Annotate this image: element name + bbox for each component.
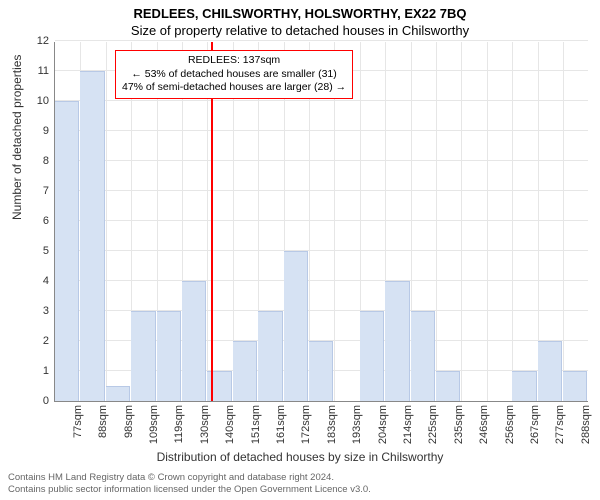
bar	[55, 101, 79, 401]
x-tick-label: 214sqm	[402, 405, 414, 444]
y-tick-label: 7	[43, 185, 49, 197]
y-tick-label: 5	[43, 245, 49, 257]
gridline-vertical	[436, 42, 437, 401]
y-tick-label: 11	[38, 65, 49, 77]
x-tick-label: 98sqm	[123, 405, 135, 438]
gridline-horizontal	[55, 100, 588, 101]
annotation-box: REDLEES: 137sqm← 53% of detached houses …	[115, 50, 353, 99]
x-tick-label: 277sqm	[554, 405, 566, 444]
gridline-vertical	[106, 42, 107, 401]
gridline-vertical	[461, 42, 462, 401]
x-tick-label: 151sqm	[250, 405, 262, 444]
x-tick-label: 235sqm	[453, 405, 465, 444]
y-tick-label: 12	[37, 35, 49, 47]
gridline-vertical	[563, 42, 564, 401]
gridline-horizontal	[55, 190, 588, 191]
x-tick-label: 161sqm	[275, 405, 287, 444]
annotation-line-0: REDLEES: 137sqm	[122, 54, 346, 68]
gridline-horizontal	[55, 160, 588, 161]
x-tick-label: 172sqm	[300, 405, 312, 444]
bar	[157, 311, 181, 401]
bar	[538, 341, 562, 401]
chart-area: 012345678910111277sqm88sqm98sqm109sqm119…	[54, 42, 588, 402]
x-tick-label: 193sqm	[351, 405, 363, 444]
footer-attribution: Contains HM Land Registry data © Crown c…	[8, 472, 371, 496]
y-tick-label: 6	[43, 215, 49, 227]
x-tick-label: 267sqm	[529, 405, 541, 444]
y-tick-label: 3	[43, 305, 49, 317]
chart-title-sub: Size of property relative to detached ho…	[0, 21, 600, 42]
bar	[411, 311, 435, 401]
x-tick-label: 204sqm	[377, 405, 389, 444]
bar	[360, 311, 384, 401]
gridline-vertical	[512, 42, 513, 401]
footer-line-2: Contains public sector information licen…	[8, 484, 371, 496]
y-tick-label: 1	[43, 365, 49, 377]
annotation-line-1: ← 53% of detached houses are smaller (31…	[122, 68, 346, 82]
x-tick-label: 119sqm	[173, 405, 185, 443]
y-axis-label: Number of detached properties	[10, 55, 24, 220]
bar	[309, 341, 333, 401]
gridline-horizontal	[55, 40, 588, 41]
x-tick-label: 130sqm	[199, 405, 211, 444]
gridline-horizontal	[55, 280, 588, 281]
bar	[258, 311, 282, 401]
y-tick-label: 2	[43, 335, 49, 347]
x-tick-label: 288sqm	[580, 405, 592, 444]
bar	[436, 371, 460, 401]
bar	[131, 311, 155, 401]
chart-title-main: REDLEES, CHILSWORTHY, HOLSWORTHY, EX22 7…	[0, 0, 600, 21]
x-tick-label: 140sqm	[224, 405, 236, 444]
gridline-horizontal	[55, 250, 588, 251]
bar	[182, 281, 206, 401]
x-tick-label: 225sqm	[427, 405, 439, 444]
bar	[512, 371, 536, 401]
plot-area: 012345678910111277sqm88sqm98sqm109sqm119…	[54, 42, 588, 402]
x-tick-label: 246sqm	[478, 405, 490, 444]
y-tick-label: 9	[43, 125, 49, 137]
y-tick-label: 10	[37, 95, 49, 107]
x-tick-label: 77sqm	[72, 405, 84, 438]
footer-line-1: Contains HM Land Registry data © Crown c…	[8, 472, 371, 484]
x-tick-label: 183sqm	[326, 405, 338, 444]
y-tick-label: 0	[43, 395, 49, 407]
bar	[563, 371, 587, 401]
x-tick-label: 256sqm	[504, 405, 516, 444]
annotation-line-2: 47% of semi-detached houses are larger (…	[122, 81, 346, 95]
x-tick-label: 88sqm	[97, 405, 109, 438]
gridline-vertical	[487, 42, 488, 401]
y-tick-label: 4	[43, 275, 49, 287]
bar	[385, 281, 409, 401]
y-tick-label: 8	[43, 155, 49, 167]
gridline-horizontal	[55, 130, 588, 131]
bar	[80, 71, 104, 401]
bar	[233, 341, 257, 401]
gridline-horizontal	[55, 220, 588, 221]
bar	[106, 386, 130, 401]
x-axis-label: Distribution of detached houses by size …	[0, 450, 600, 464]
bar	[284, 251, 308, 401]
x-tick-label: 109sqm	[148, 405, 160, 444]
